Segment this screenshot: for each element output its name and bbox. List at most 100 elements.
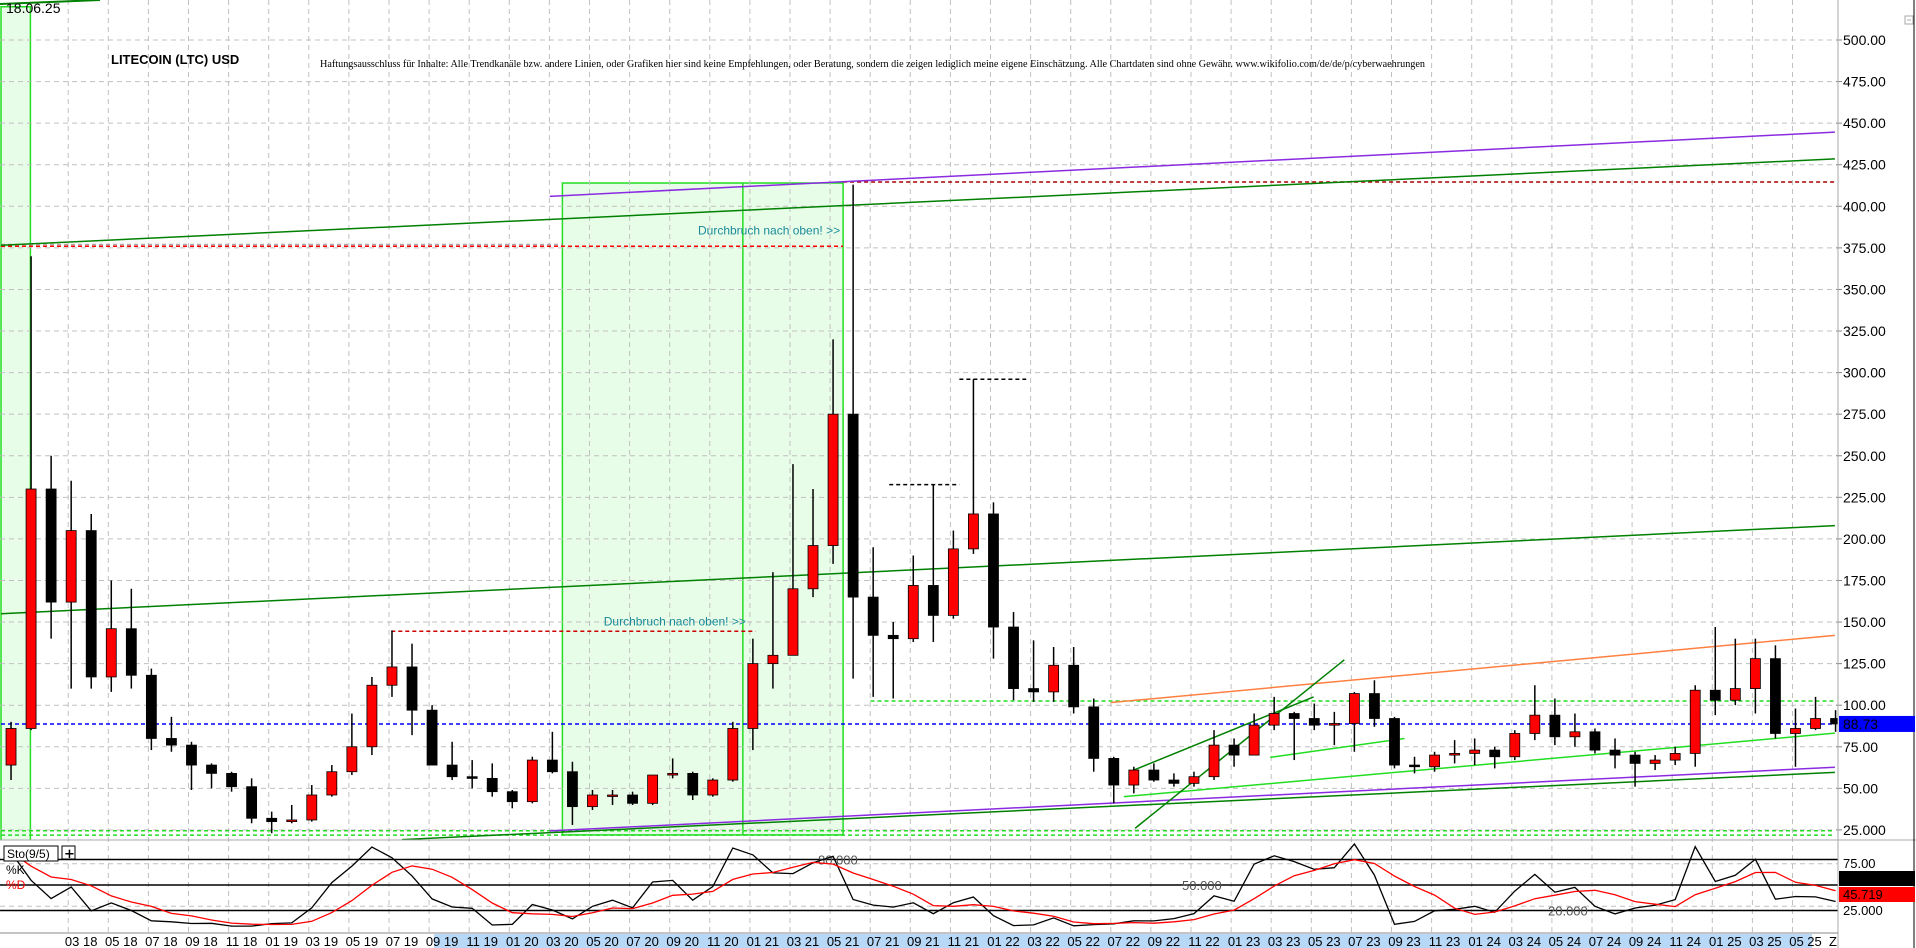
- trendline: [0, 158, 1835, 246]
- x-tick-label: 05 23: [1308, 934, 1341, 948]
- candle-body: [25, 488, 37, 729]
- y-tick-label: 400.00: [1843, 198, 1886, 214]
- candle-body: [787, 588, 799, 656]
- x-tick-label: 01 20: [506, 934, 539, 948]
- trendline: [1134, 659, 1345, 829]
- candle-body: [927, 585, 939, 616]
- y-tick-label: 200.00: [1843, 531, 1886, 547]
- candle-body: [1148, 769, 1160, 781]
- trendline: [0, 524, 1835, 615]
- x-tick-label: 03 25: [1749, 934, 1782, 948]
- y-tick-label: 125.00: [1843, 656, 1886, 672]
- candle-body: [85, 530, 97, 678]
- x-tick-label: 11 24: [1669, 934, 1701, 948]
- x-tick-label: 05 25: [1789, 934, 1822, 948]
- candle-body: [1810, 718, 1821, 729]
- candle-body: [105, 628, 117, 678]
- add-indicator-button[interactable]: [61, 845, 76, 860]
- candle-body: [607, 794, 618, 797]
- candle-body: [1088, 706, 1100, 759]
- candle-body: [206, 764, 217, 774]
- candle-body: [1770, 658, 1781, 734]
- candle-body: [1288, 713, 1300, 719]
- candle-body: [907, 585, 919, 640]
- x-tick-label: 09 18: [185, 934, 218, 948]
- candle-body: [1208, 744, 1220, 778]
- candle-body: [1008, 626, 1019, 689]
- x-tick-label: 09 21: [907, 934, 940, 948]
- candle-body: [186, 744, 197, 766]
- y-tick-label: 175.00: [1843, 572, 1886, 588]
- x-tick-label: 03 22: [1027, 934, 1060, 948]
- candle-body: [1569, 731, 1581, 738]
- y-tick-label: 425.00: [1843, 157, 1886, 173]
- candle-body: [1048, 664, 1060, 693]
- collapse-icon[interactable]: [1904, 15, 1914, 25]
- x-tick-label: 01 24: [1468, 934, 1501, 948]
- candle-body: [226, 772, 237, 788]
- candle-body: [526, 759, 538, 803]
- time-axis[interactable]: 03 18 05 18 07 18 09 18 11 18 01 19 03 19 05 19…: [0, 932, 1838, 948]
- highlight-zone: [0, 5, 32, 840]
- y-tick-label: 75.00: [1843, 739, 1878, 755]
- candle-body: [1168, 779, 1180, 784]
- y-tick-label: 475.00: [1843, 74, 1886, 90]
- x-tick-label: 05 24: [1549, 934, 1582, 948]
- candle-body: [1589, 731, 1601, 751]
- chart-title: LITECOIN (LTC) USD: [111, 52, 239, 67]
- trendline: [549, 766, 1835, 832]
- trendlines[interactable]: [0, 131, 1835, 840]
- x-tick-label: 03 21: [787, 934, 820, 948]
- candle-body: [326, 771, 338, 796]
- y-tick-label: 250.00: [1843, 448, 1886, 464]
- candle-body: [747, 663, 759, 729]
- candle-body: [1749, 658, 1761, 689]
- candle-body: [988, 513, 999, 628]
- stoch-d-line: [10, 851, 1836, 926]
- candle-body: [1729, 688, 1741, 701]
- candle-body: [1629, 754, 1641, 764]
- indicator-label-box[interactable]: [3, 845, 59, 862]
- x-tick-label: 05 19: [346, 934, 379, 948]
- x-tick-label: 07 24: [1589, 934, 1622, 948]
- candle-body: [5, 728, 17, 766]
- candle-body: [1128, 769, 1140, 786]
- annotation-label: Durchbruch nach oben! >>: [604, 614, 746, 628]
- candle-body: [1389, 718, 1400, 766]
- candle-body: [1028, 688, 1039, 693]
- annotation-label: Durchbruch nach oben! >>: [698, 224, 840, 238]
- candle-body: [125, 628, 137, 676]
- candle-body: [246, 786, 258, 819]
- last-price-label: 88.73: [1843, 716, 1878, 732]
- candle-body: [707, 779, 719, 796]
- trendline-fragment: [0, 0, 101, 5]
- candle-body: [1669, 753, 1681, 761]
- candle-body: [1369, 693, 1380, 719]
- x-tick-label: 11 19: [466, 934, 498, 948]
- plus-icon: +: [64, 847, 75, 862]
- candle-body: [1649, 759, 1661, 764]
- candle-body: [1509, 733, 1521, 758]
- candle-body: [346, 746, 358, 773]
- trendline: [1123, 732, 1835, 798]
- y-tick-label: 350.00: [1843, 281, 1886, 297]
- candle-body: [1549, 714, 1561, 738]
- k-value-marker: [1839, 871, 1915, 886]
- legend-k: %K: [6, 863, 25, 877]
- x-tick-label: 11 22: [1188, 934, 1220, 948]
- x-tick-label: 11 18: [226, 934, 258, 948]
- candle-body: [727, 728, 739, 781]
- stoch-level-label: 50.000: [1182, 878, 1222, 893]
- x-tick-label: 01 22: [987, 934, 1020, 948]
- candle-body: [266, 817, 278, 823]
- stoch-level-label: 20.000: [1548, 904, 1588, 919]
- candle-body: [506, 791, 518, 803]
- x-tick-label: 03 24: [1509, 934, 1542, 948]
- x-tick-label: 07 20: [626, 934, 659, 948]
- candle-body: [1469, 749, 1481, 754]
- x-tick-label: 09 24: [1629, 934, 1662, 948]
- time-range-highlight: [434, 934, 1812, 948]
- y-tick-label: 325.00: [1843, 323, 1886, 339]
